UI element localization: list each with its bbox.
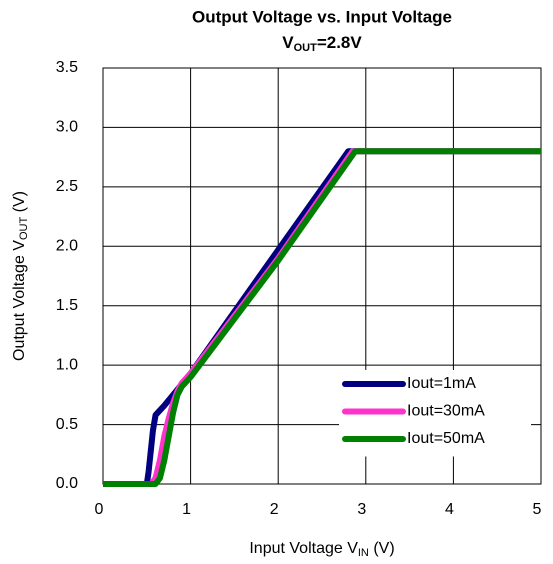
y-tick-label: 1.0 <box>56 356 78 373</box>
chart-title: Output Voltage vs. Input Voltage <box>192 7 452 26</box>
legend-label: Iout=1mA <box>407 375 476 392</box>
x-axis-label: Input Voltage VIN (V) <box>249 540 394 559</box>
y-label-part: Output Voltage V <box>11 240 28 361</box>
x-tick-label: 4 <box>445 501 454 518</box>
chart-subtitle: VOUT=2.8V <box>282 33 362 53</box>
legend-label: Iout=30mA <box>407 403 485 420</box>
x-label-part: (V) <box>369 540 395 557</box>
y-label-part: (V) <box>11 191 28 217</box>
y-tick-label: 0.0 <box>56 475 78 492</box>
x-tick-label: 1 <box>182 501 191 518</box>
y-tick-label: 2.5 <box>56 178 78 195</box>
x-tick-label: 0 <box>95 501 104 518</box>
y-tick-label: 1.5 <box>56 297 78 314</box>
y-label-part: OUT <box>18 217 30 241</box>
subtitle-part: =2.8V <box>317 33 363 52</box>
y-tick-label: 3.5 <box>56 59 78 76</box>
x-tick-label: 5 <box>533 501 542 518</box>
x-label-part: Input Voltage V <box>249 540 358 557</box>
y-axis-label: Output Voltage VOUT (V) <box>11 191 30 361</box>
x-tick-label: 3 <box>357 501 366 518</box>
y-tick-label: 2.0 <box>56 238 78 255</box>
legend: Iout=1mA Iout=30mA Iout=50mA <box>339 370 531 457</box>
x-tick-label: 2 <box>270 501 279 518</box>
plot-frame <box>102 67 542 485</box>
y-tick-label: 0.5 <box>56 416 78 433</box>
x-label-part: IN <box>358 547 369 559</box>
subtitle-part: OUT <box>294 42 318 54</box>
legend-label: Iout=50mA <box>407 430 485 447</box>
subtitle-part: V <box>282 33 294 52</box>
y-tick-label: 3.0 <box>56 119 78 136</box>
data-line <box>103 148 541 487</box>
